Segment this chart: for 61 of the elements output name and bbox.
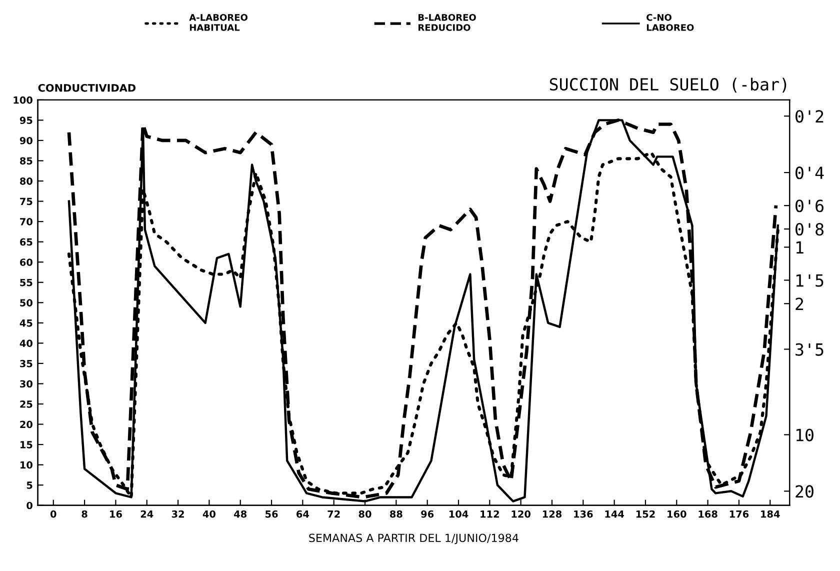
y2-tick-label: 10 xyxy=(796,428,814,442)
y-tick-label: 60 xyxy=(20,258,32,266)
y2-tick-label: 1'5 xyxy=(796,274,824,287)
y2-tick-label: 20 xyxy=(796,485,814,498)
x-tick-label: 64 xyxy=(296,510,309,518)
x-tick-label: 88 xyxy=(390,510,402,518)
legend-label: C-NO LABOREO xyxy=(646,14,694,31)
x-tick-label: 16 xyxy=(110,510,122,518)
y-tick-label: 20 xyxy=(20,420,32,428)
y-tick-label: 85 xyxy=(20,157,32,165)
y-tick-label: 30 xyxy=(20,380,32,388)
x-tick-label: 120 xyxy=(512,510,531,518)
x-tick-label: 128 xyxy=(542,510,562,518)
x-tick-label: 8 xyxy=(82,510,88,518)
y2-tick-label: 0'4 xyxy=(796,166,824,180)
x-tick-label: 136 xyxy=(574,510,593,518)
x-tick-label: 80 xyxy=(358,510,372,518)
x-tick-label: 104 xyxy=(449,510,468,518)
y2-axis-title: SUCCION DEL SUELO (-bar) xyxy=(550,78,786,93)
y2-tick-label: 3'5 xyxy=(796,343,824,356)
x-tick-label: 168 xyxy=(698,510,718,518)
y2-tick-label: 0'2 xyxy=(796,110,824,123)
y2-tick-label: 1 xyxy=(796,241,804,254)
x-tick-label: 144 xyxy=(605,510,624,518)
y-tick-label: 80 xyxy=(20,177,32,185)
y-tick-label: 45 xyxy=(20,320,32,327)
x-tick-label: 96 xyxy=(421,510,434,518)
y2-tick-label: 0'6 xyxy=(796,200,824,212)
y-tick-label: 95 xyxy=(20,116,32,124)
y-tick-label: 35 xyxy=(20,360,32,368)
x-tick-label: 40 xyxy=(202,510,216,518)
y-tick-label: 0 xyxy=(26,502,32,510)
y-tick-label: 40 xyxy=(20,340,32,348)
x-tick-label: 48 xyxy=(234,510,247,518)
y-tick-label: 100 xyxy=(14,96,32,104)
x-axis-title: SEMANAS A PARTIR DEL 1/JUNIO/1984 xyxy=(309,534,518,544)
y-tick-label: 50 xyxy=(20,299,32,306)
x-tick-label: 72 xyxy=(328,510,340,518)
y-axis-title: CONDUCTIVIDAD xyxy=(38,84,136,92)
x-tick-label: 160 xyxy=(668,510,686,518)
y-tick-label: 5 xyxy=(26,482,32,489)
x-tick-label: 152 xyxy=(636,510,655,518)
y-tick-label: 70 xyxy=(20,218,32,226)
legend-label: A-LABOREO HABITUAL xyxy=(189,14,248,31)
x-tick-label: 176 xyxy=(730,510,749,518)
y-tick-label: 90 xyxy=(20,136,32,144)
y-tick-label: 75 xyxy=(20,198,32,206)
x-tick-label: 24 xyxy=(140,510,154,518)
y-tick-label: 65 xyxy=(20,238,32,246)
x-tick-label: 112 xyxy=(480,510,499,518)
y2-tick-label: 2 xyxy=(796,298,804,310)
y-tick-label: 25 xyxy=(20,400,32,408)
x-tick-label: 56 xyxy=(266,510,278,518)
x-tick-label: 32 xyxy=(172,510,184,518)
legend-label: B-LABOREO REDUCIDO xyxy=(418,14,476,31)
y-tick-label: 15 xyxy=(20,441,32,448)
x-tick-label: 184 xyxy=(761,510,780,518)
y-tick-label: 10 xyxy=(20,461,32,469)
x-tick-label: 0 xyxy=(50,510,56,518)
y-tick-label: 55 xyxy=(20,278,32,286)
y2-tick-label: 0'8 xyxy=(796,223,824,236)
